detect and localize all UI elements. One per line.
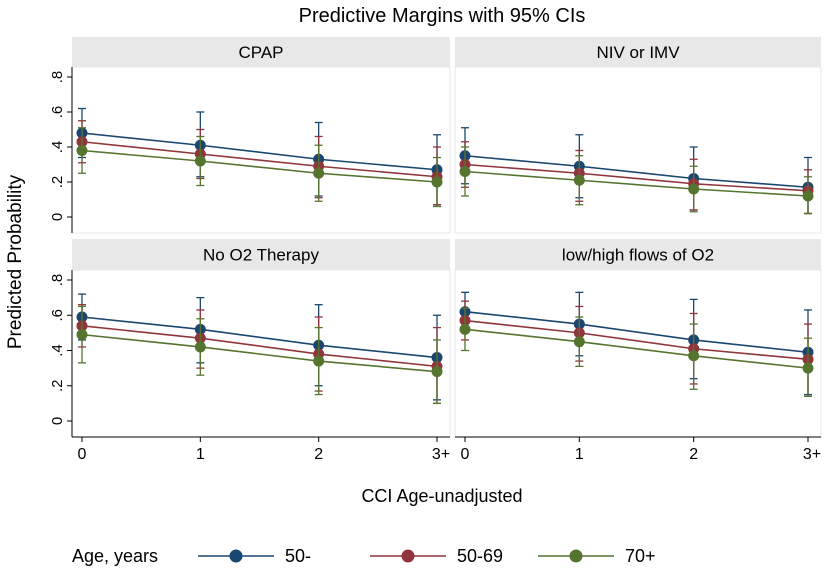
x-tick-label: 2 bbox=[689, 446, 698, 463]
data-point bbox=[431, 366, 443, 378]
panel-strip bbox=[455, 37, 821, 67]
x-axis-label: CCI Age-unadjusted bbox=[361, 486, 522, 506]
plot-area bbox=[71, 66, 451, 234]
legend-item: 50- bbox=[198, 546, 311, 566]
series-70+ bbox=[459, 307, 814, 397]
series-line bbox=[464, 328, 809, 369]
series-line bbox=[81, 132, 438, 171]
series-line bbox=[81, 140, 438, 178]
plot-area bbox=[454, 269, 822, 438]
legend-marker bbox=[229, 549, 243, 563]
chart-title: Predictive Margins with 95% CIs bbox=[299, 5, 586, 27]
panels: CPAP 0 .2 .4 .6 .8 NIV or IMV No O2 Therapy 0 .2.… bbox=[49, 37, 822, 463]
data-point bbox=[76, 329, 88, 341]
panel-title: NIV or IMV bbox=[596, 43, 680, 62]
series-70+ bbox=[76, 127, 443, 208]
y-axis-label: Predicted Probability bbox=[5, 174, 26, 349]
data-point bbox=[802, 190, 814, 202]
legend-label: 70+ bbox=[625, 546, 656, 566]
y-tick-label: .6 bbox=[49, 309, 66, 322]
x-tick-label: 3+ bbox=[432, 446, 450, 463]
y-tick-label: .2 bbox=[49, 379, 66, 392]
panel-1: NIV or IMV bbox=[454, 37, 822, 234]
data-point bbox=[573, 336, 585, 348]
series-70+ bbox=[459, 146, 814, 215]
x-tick-label: 2 bbox=[314, 446, 323, 463]
y-tick-label: .8 bbox=[49, 71, 66, 84]
legend-title: Age, years bbox=[72, 546, 158, 566]
data-point bbox=[573, 174, 585, 186]
series-line bbox=[81, 333, 438, 373]
legend-marker bbox=[401, 549, 415, 563]
legend-label: 50- bbox=[285, 546, 311, 566]
data-point bbox=[431, 176, 443, 188]
panel-strip bbox=[72, 37, 450, 67]
y-tick-label: 0 bbox=[49, 417, 66, 425]
series-line bbox=[464, 319, 809, 361]
series-line bbox=[81, 316, 438, 359]
series-70+ bbox=[76, 305, 443, 405]
series-line bbox=[81, 325, 438, 368]
panel-title: low/high flows of O2 bbox=[562, 246, 714, 265]
panel-3: low/high flows of O2 0 1 2 3+ bbox=[454, 239, 822, 463]
data-point bbox=[76, 145, 88, 156]
plot-area bbox=[454, 66, 822, 234]
x-tick-label: 0 bbox=[78, 446, 87, 463]
data-point bbox=[802, 362, 814, 374]
data-point bbox=[688, 350, 700, 362]
legend-item: 50-69 bbox=[370, 546, 503, 566]
y-tick-label: .4 bbox=[49, 344, 66, 357]
legend-label: 50-69 bbox=[457, 546, 503, 566]
y-tick-label: .2 bbox=[49, 176, 66, 189]
y-tick-label: .8 bbox=[49, 274, 66, 287]
panel-2: No O2 Therapy 0 .2 .4 .6 .8 0 1 2 3+ bbox=[49, 239, 451, 463]
data-point bbox=[688, 183, 700, 195]
series-line bbox=[464, 163, 809, 192]
panel-title: No O2 Therapy bbox=[203, 246, 319, 265]
series-line bbox=[464, 154, 809, 189]
legend-item: 70+ bbox=[538, 546, 656, 566]
data-point bbox=[194, 155, 206, 167]
panel-0: CPAP 0 .2 .4 .6 .8 bbox=[49, 37, 451, 234]
data-point bbox=[194, 341, 206, 353]
x-tick-label: 1 bbox=[196, 446, 205, 463]
legend-marker bbox=[569, 549, 583, 563]
x-tick-label: 0 bbox=[461, 446, 470, 463]
data-point bbox=[459, 323, 471, 335]
panel-strip bbox=[72, 239, 450, 270]
y-tick-label: .4 bbox=[49, 141, 66, 154]
panel-title: CPAP bbox=[238, 43, 283, 62]
x-tick-label: 1 bbox=[575, 446, 584, 463]
y-tick-label: .6 bbox=[49, 106, 66, 119]
legend: 50- 50-69 70+ bbox=[198, 546, 656, 566]
y-tick-label: 0 bbox=[49, 213, 66, 221]
data-point bbox=[459, 166, 471, 177]
panel-strip bbox=[455, 239, 821, 270]
data-point bbox=[313, 167, 325, 179]
series-line bbox=[81, 149, 438, 183]
series-line bbox=[464, 170, 809, 197]
series-line bbox=[464, 310, 809, 354]
data-point bbox=[313, 355, 325, 367]
x-tick-label: 3+ bbox=[803, 446, 821, 463]
